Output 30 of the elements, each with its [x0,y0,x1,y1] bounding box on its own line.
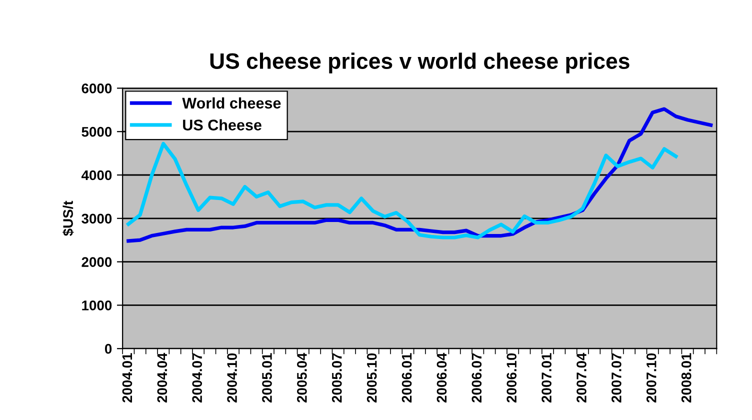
legend-label: World cheese [182,97,281,109]
y-tick-label: 4000 [81,170,112,180]
x-tick-label: 2007.07 [612,353,622,402]
x-tick-label: 2006.10 [506,353,517,402]
x-tick-label: 2008.01 [681,353,692,402]
line-series [126,142,678,240]
x-tick-label: 2005.10 [366,353,377,402]
line-series [126,107,713,243]
x-tick-label: 2007.04 [576,352,586,402]
legend-label: US Cheese [183,119,262,130]
y-tick-label: 5000 [82,126,112,137]
y-tick-label: 0 [104,344,112,354]
x-tick-label: 2004.04 [157,352,168,402]
x-tick-label: 2005.04 [297,352,307,402]
y-axis-title: $US/t [62,200,74,236]
x-tick-label: 2005.01 [262,353,272,402]
x-tick-label: 2006.04 [436,352,447,402]
chart-title: US cheese prices v world cheese prices [210,52,630,74]
x-tick-label: 2005.07 [332,353,342,402]
y-tick-label: 6000 [82,84,112,94]
y-tick-label: 3000 [82,214,112,224]
x-tick-label: 2004.10 [227,353,237,402]
x-tick-label: 2007.10 [646,353,656,402]
y-tick-label: 2000 [82,257,112,267]
x-tick-label: 2006.01 [402,353,412,402]
x-tick-label: 2006.07 [472,353,482,402]
y-tick-label: 1000 [82,300,112,310]
x-tick-label: 2004.01 [122,353,132,402]
x-tick-label: 2007.01 [542,353,552,402]
x-tick-label: 2004.07 [192,353,202,402]
